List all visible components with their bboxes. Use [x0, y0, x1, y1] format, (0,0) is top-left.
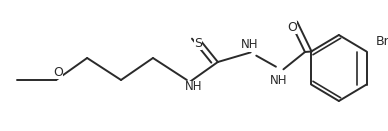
Text: O: O: [288, 21, 297, 34]
Text: NH: NH: [270, 73, 288, 86]
Text: O: O: [53, 66, 63, 79]
Text: NH: NH: [185, 81, 203, 94]
Text: NH: NH: [241, 39, 258, 51]
Text: Br: Br: [376, 35, 388, 48]
Text: S: S: [194, 37, 203, 50]
